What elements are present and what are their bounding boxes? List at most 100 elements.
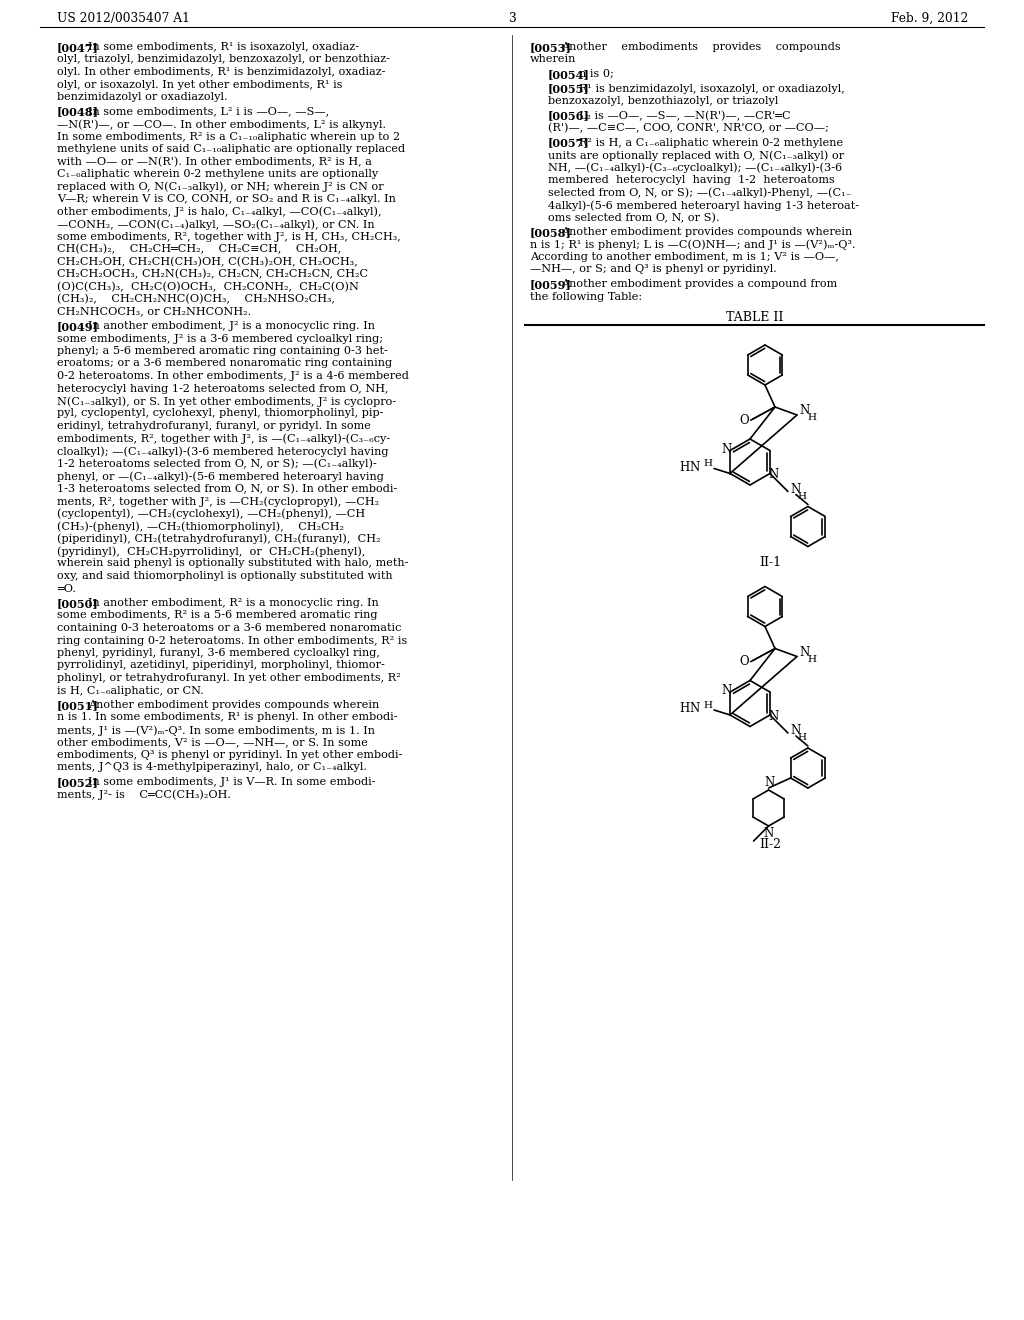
Text: TABLE II: TABLE II [726, 312, 783, 323]
Text: N: N [690, 461, 700, 474]
Text: phenyl; a 5-6 membered aromatic ring containing 0-3 het-: phenyl; a 5-6 membered aromatic ring con… [57, 346, 388, 356]
Text: ments, R², together with J², is —CH₂(cyclopropyl), —CH₂: ments, R², together with J², is —CH₂(cyc… [57, 496, 379, 507]
Text: ═O.: ═O. [57, 583, 76, 594]
Text: In another embodiment, J² is a monocyclic ring. In: In another embodiment, J² is a monocycli… [88, 321, 375, 331]
Text: [0054]: [0054] [548, 69, 590, 81]
Text: ments, J²- is    C═CC(CH₃)₂OH.: ments, J²- is C═CC(CH₃)₂OH. [57, 789, 230, 800]
Text: n is 1; R¹ is phenyl; L is —C(O)NH—; and J¹ is —(V²)ₘ-Q³.: n is 1; R¹ is phenyl; L is —C(O)NH—; and… [530, 239, 855, 249]
Text: N: N [799, 645, 809, 659]
Text: C₁₋₆aliphatic wherein 0-2 methylene units are optionally: C₁₋₆aliphatic wherein 0-2 methylene unit… [57, 169, 378, 180]
Text: 4alkyl)-(5-6 membered heteroaryl having 1-3 heteroat-: 4alkyl)-(5-6 membered heteroaryl having … [548, 201, 859, 211]
Text: N: N [721, 685, 731, 697]
Text: N: N [790, 483, 800, 496]
Text: 3: 3 [508, 12, 516, 25]
Text: n is 0;: n is 0; [580, 69, 614, 79]
Text: O: O [739, 655, 749, 668]
Text: the following Table:: the following Table: [530, 292, 642, 301]
Text: In some embodiments, J¹ is V—R. In some embodi-: In some embodiments, J¹ is V—R. In some … [88, 777, 376, 787]
Text: (cyclopentyl), —CH₂(cyclohexyl), —CH₂(phenyl), —CH: (cyclopentyl), —CH₂(cyclohexyl), —CH₂(ph… [57, 508, 366, 519]
Text: O: O [739, 413, 749, 426]
Text: Another embodiment provides a compound from: Another embodiment provides a compound f… [561, 279, 838, 289]
Text: 0-2 heteroatoms. In other embodiments, J² is a 4-6 membered: 0-2 heteroatoms. In other embodiments, J… [57, 371, 409, 381]
Text: units are optionally replaced with O, N(C₁₋₃alkyl) or: units are optionally replaced with O, N(… [548, 150, 844, 161]
Text: other embodiments, J² is halo, C₁₋₄alkyl, —CO(C₁₋₄alkyl),: other embodiments, J² is halo, C₁₋₄alkyl… [57, 206, 382, 216]
Text: H: H [703, 701, 713, 710]
Text: Another embodiment provides compounds wherein: Another embodiment provides compounds wh… [88, 700, 380, 710]
Text: In some embodiments, R² is a C₁₋₁₀aliphatic wherein up to 2: In some embodiments, R² is a C₁₋₁₀alipha… [57, 132, 400, 141]
Text: CH(CH₃)₂,    CH₂CH═CH₂,    CH₂C≡CH,    CH₂OH,: CH(CH₃)₂, CH₂CH═CH₂, CH₂C≡CH, CH₂OH, [57, 244, 341, 255]
Text: is H, C₁₋₆aliphatic, or CN.: is H, C₁₋₆aliphatic, or CN. [57, 685, 204, 696]
Text: (CH₃)₂,    CH₂CH₂NHC(O)CH₃,    CH₂NHSO₂CH₃,: (CH₃)₂, CH₂CH₂NHC(O)CH₃, CH₂NHSO₂CH₃, [57, 294, 335, 305]
Text: phenyl, or —(C₁₋₄alkyl)-(5-6 membered heteroaryl having: phenyl, or —(C₁₋₄alkyl)-(5-6 membered he… [57, 471, 384, 482]
Text: ments, J¹ is —(V²)ₘ-Q³. In some embodiments, m is 1. In: ments, J¹ is —(V²)ₘ-Q³. In some embodime… [57, 725, 375, 735]
Text: Another embodiment provides compounds wherein: Another embodiment provides compounds wh… [561, 227, 853, 238]
Text: H: H [798, 492, 807, 502]
Text: eridinyl, tetrahydrofuranyl, furanyl, or pyridyl. In some: eridinyl, tetrahydrofuranyl, furanyl, or… [57, 421, 371, 432]
Text: H: H [807, 655, 816, 664]
Text: some embodiments, R², together with J², is H, CH₃, CH₂CH₃,: some embodiments, R², together with J², … [57, 231, 400, 242]
Text: ring containing 0-2 heteroatoms. In other embodiments, R² is: ring containing 0-2 heteroatoms. In othe… [57, 635, 408, 645]
Text: US 2012/0035407 A1: US 2012/0035407 A1 [57, 12, 189, 25]
Text: N: N [721, 444, 731, 455]
Text: some embodiments, J² is a 3-6 membered cycloalkyl ring;: some embodiments, J² is a 3-6 membered c… [57, 334, 383, 343]
Text: heterocyclyl having 1-2 heteroatoms selected from O, NH,: heterocyclyl having 1-2 heteroatoms sele… [57, 384, 388, 393]
Text: —CONH₂, —CON(C₁₋₄)alkyl, —SO₂(C₁₋₄alkyl), or CN. In: —CONH₂, —CON(C₁₋₄)alkyl, —SO₂(C₁₋₄alkyl)… [57, 219, 375, 230]
Text: —N(R')—, or —CO—. In other embodiments, L² is alkynyl.: —N(R')—, or —CO—. In other embodiments, … [57, 119, 386, 129]
Text: wherein said phenyl is optionally substituted with halo, meth-: wherein said phenyl is optionally substi… [57, 558, 409, 569]
Text: [0047]: [0047] [57, 42, 99, 53]
Text: olyl. In other embodiments, R¹ is benzimidazolyl, oxadiaz-: olyl. In other embodiments, R¹ is benzim… [57, 67, 385, 77]
Text: [0059]: [0059] [530, 279, 571, 290]
Text: NH, —(C₁₋₄alkyl)-(C₃₋₆cycloalkyl); —(C₁₋₄alkyl)-(3-6: NH, —(C₁₋₄alkyl)-(C₃₋₆cycloalkyl); —(C₁₋… [548, 162, 842, 173]
Text: embodiments, R², together with J², is —(C₁₋₄alkyl)-(C₃₋₆cy-: embodiments, R², together with J², is —(… [57, 433, 390, 444]
Text: CH₂CH₂OH, CH₂CH(CH₃)OH, C(CH₃)₂OH, CH₂OCH₃,: CH₂CH₂OH, CH₂CH(CH₃)OH, C(CH₃)₂OH, CH₂OC… [57, 256, 357, 267]
Text: some embodiments, R² is a 5-6 membered aromatic ring: some embodiments, R² is a 5-6 membered a… [57, 610, 378, 620]
Text: with —O— or —N(R'). In other embodiments, R² is H, a: with —O— or —N(R'). In other embodiments… [57, 157, 372, 166]
Text: —NH—, or S; and Q³ is phenyl or pyridinyl.: —NH—, or S; and Q³ is phenyl or pyridiny… [530, 264, 777, 275]
Text: other embodiments, V² is —O—, —NH—, or S. In some: other embodiments, V² is —O—, —NH—, or S… [57, 738, 368, 747]
Text: (CH₃)-(phenyl), —CH₂(thiomorpholinyl),    CH₂CH₂: (CH₃)-(phenyl), —CH₂(thiomorpholinyl), C… [57, 521, 344, 532]
Text: N: N [764, 828, 774, 840]
Text: pyl, cyclopentyl, cyclohexyl, phenyl, thiomorpholinyl, pip-: pyl, cyclopentyl, cyclohexyl, phenyl, th… [57, 408, 383, 418]
Text: selected from O, N, or S); —(C₁₋₄alkyl)-Phenyl, —(C₁₋: selected from O, N, or S); —(C₁₋₄alkyl)-… [548, 187, 852, 198]
Text: pyrrolidinyl, azetidinyl, piperidinyl, morpholinyl, thiomor-: pyrrolidinyl, azetidinyl, piperidinyl, m… [57, 660, 385, 671]
Text: In some embodiments, R¹ is isoxazolyl, oxadiaz-: In some embodiments, R¹ is isoxazolyl, o… [88, 42, 359, 51]
Text: replaced with O, N(C₁₋₃alkyl), or NH; wherein J² is CN or: replaced with O, N(C₁₋₃alkyl), or NH; wh… [57, 181, 384, 193]
Text: Feb. 9, 2012: Feb. 9, 2012 [891, 12, 968, 25]
Text: oxy, and said thiomorpholinyl is optionally substituted with: oxy, and said thiomorpholinyl is optiona… [57, 572, 392, 581]
Text: H: H [798, 734, 807, 742]
Text: L₂ is —O—, —S—, —N(R')—, —CR'═C: L₂ is —O—, —S—, —N(R')—, —CR'═C [580, 111, 791, 121]
Text: (pyridinyl),  CH₂CH₂pyrrolidinyl,  or  CH₂CH₂(phenyl),: (pyridinyl), CH₂CH₂pyrrolidinyl, or CH₂C… [57, 546, 366, 557]
Text: II-1: II-1 [759, 557, 781, 569]
Text: wherein: wherein [530, 54, 577, 65]
Text: CH₂CH₂OCH₃, CH₂N(CH₃)₂, CH₂CN, CH₂CH₂CN, CH₂C: CH₂CH₂OCH₃, CH₂N(CH₃)₂, CH₂CN, CH₂CH₂CN,… [57, 269, 368, 280]
Text: olyl, triazolyl, benzimidazolyl, benzoxazolyl, or benzothiaz-: olyl, triazolyl, benzimidazolyl, benzoxa… [57, 54, 390, 65]
Text: [0052]: [0052] [57, 777, 99, 788]
Text: containing 0-3 heteroatoms or a 3-6 membered nonaromatic: containing 0-3 heteroatoms or a 3-6 memb… [57, 623, 401, 634]
Text: [0057]: [0057] [548, 137, 590, 149]
Text: ments, J^Q3 is 4-methylpiperazinyl, halo, or C₁₋₄alkyl.: ments, J^Q3 is 4-methylpiperazinyl, halo… [57, 763, 367, 772]
Text: R¹ is benzimidazolyl, isoxazolyl, or oxadiazolyl,: R¹ is benzimidazolyl, isoxazolyl, or oxa… [580, 83, 845, 94]
Text: [0048]: [0048] [57, 107, 99, 117]
Text: [0051]: [0051] [57, 700, 99, 711]
Text: N: N [765, 776, 775, 789]
Text: N(C₁₋₃alkyl), or S. In yet other embodiments, J² is cyclopro-: N(C₁₋₃alkyl), or S. In yet other embodim… [57, 396, 396, 407]
Text: H: H [680, 461, 690, 474]
Text: embodiments, Q³ is phenyl or pyridinyl. In yet other embodi-: embodiments, Q³ is phenyl or pyridinyl. … [57, 750, 402, 760]
Text: Another    embodiments    provides    compounds: Another embodiments provides compounds [561, 42, 841, 51]
Text: [0058]: [0058] [530, 227, 571, 238]
Text: N: N [769, 710, 779, 722]
Text: H: H [807, 413, 816, 422]
Text: phenyl, pyridinyl, furanyl, 3-6 membered cycloalkyl ring,: phenyl, pyridinyl, furanyl, 3-6 membered… [57, 648, 380, 657]
Text: In some embodiments, L² i is —O—, —S—,: In some embodiments, L² i is —O—, —S—, [88, 107, 330, 116]
Text: eroatoms; or a 3-6 membered nonaromatic ring containing: eroatoms; or a 3-6 membered nonaromatic … [57, 359, 392, 368]
Text: cloalkyl); —(C₁₋₄alkyl)-(3-6 membered heterocyclyl having: cloalkyl); —(C₁₋₄alkyl)-(3-6 membered he… [57, 446, 388, 457]
Text: N: N [769, 469, 779, 480]
Text: [0055]: [0055] [548, 83, 590, 95]
Text: [0050]: [0050] [57, 598, 98, 609]
Text: CH₂NHCOCH₃, or CH₂NHCONH₂.: CH₂NHCOCH₃, or CH₂NHCONH₂. [57, 306, 251, 317]
Text: [0049]: [0049] [57, 321, 99, 333]
Text: N: N [690, 702, 700, 715]
Text: (O)C(CH₃)₃,  CH₂C(O)OCH₃,  CH₂CONH₂,  CH₂C(O)N: (O)C(CH₃)₃, CH₂C(O)OCH₃, CH₂CONH₂, CH₂C(… [57, 281, 358, 292]
Text: pholinyl, or tetrahydrofuranyl. In yet other embodiments, R²: pholinyl, or tetrahydrofuranyl. In yet o… [57, 673, 400, 682]
Text: (piperidinyl), CH₂(tetrahydrofuranyl), CH₂(furanyl),  CH₂: (piperidinyl), CH₂(tetrahydrofuranyl), C… [57, 533, 381, 544]
